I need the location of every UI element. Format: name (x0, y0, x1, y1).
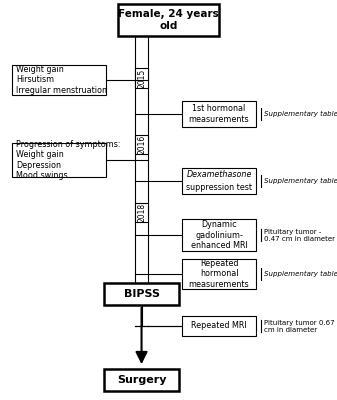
Text: Supplementary table 3.1: Supplementary table 3.1 (264, 111, 337, 117)
FancyBboxPatch shape (182, 168, 256, 194)
Text: Repeated
hormonal
measurements: Repeated hormonal measurements (189, 259, 249, 289)
Text: Dynamic
gadolinium-
enhanced MRI: Dynamic gadolinium- enhanced MRI (191, 220, 247, 250)
FancyBboxPatch shape (135, 135, 148, 154)
FancyBboxPatch shape (104, 283, 179, 305)
FancyBboxPatch shape (12, 65, 106, 95)
FancyBboxPatch shape (182, 316, 256, 336)
Text: 2016: 2016 (137, 135, 146, 154)
FancyBboxPatch shape (118, 4, 219, 36)
Text: 2018: 2018 (137, 203, 146, 222)
FancyBboxPatch shape (182, 259, 256, 289)
Text: Surgery: Surgery (117, 375, 166, 385)
FancyBboxPatch shape (182, 219, 256, 251)
Text: Weight gain
Hirsutism
Irregular menstruation: Weight gain Hirsutism Irregular menstrua… (16, 65, 107, 95)
Text: Repeated MRI: Repeated MRI (191, 322, 247, 330)
FancyBboxPatch shape (135, 203, 148, 222)
Text: suppression test: suppression test (186, 183, 252, 192)
Text: BIPSS: BIPSS (124, 289, 159, 299)
FancyBboxPatch shape (104, 369, 179, 391)
Text: Supplementary table 3.3: Supplementary table 3.3 (264, 271, 337, 277)
Text: Pituitary tumor 0.67
cm in diameter: Pituitary tumor 0.67 cm in diameter (264, 320, 335, 332)
Text: Pituitary tumor -
0.47 cm in diameter: Pituitary tumor - 0.47 cm in diameter (264, 229, 335, 242)
Text: Female, 24 years
old: Female, 24 years old (118, 9, 219, 31)
FancyBboxPatch shape (12, 143, 106, 177)
FancyBboxPatch shape (182, 101, 256, 127)
Text: Supplementary table 3.2: Supplementary table 3.2 (264, 178, 337, 184)
Text: Progression of symptoms:
Weight gain
Depression
Mood swings: Progression of symptoms: Weight gain Dep… (16, 140, 120, 180)
Text: Dexamethasone: Dexamethasone (186, 170, 252, 179)
Text: 1st hormonal
measurements: 1st hormonal measurements (189, 104, 249, 124)
FancyBboxPatch shape (135, 68, 148, 88)
Text: 2015: 2015 (137, 68, 146, 88)
